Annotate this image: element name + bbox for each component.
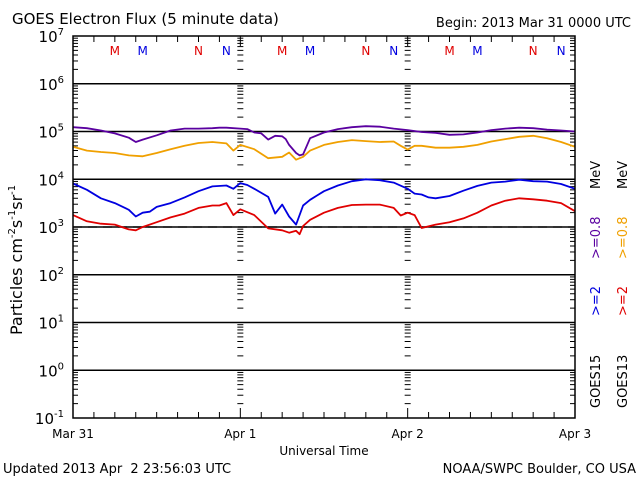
legend-channel-08mev: >=0.8 [589, 217, 604, 259]
local-time-marker: M [305, 44, 315, 58]
series-line [72, 134, 576, 161]
series-group [72, 125, 576, 236]
updated-timestamp: Updated 2013 Apr 2 23:56:03 UTC [3, 462, 231, 477]
local-time-marker: N [389, 44, 398, 58]
y-tick-label: 100 [39, 361, 64, 380]
y-tick-label: 102 [39, 266, 64, 285]
legend-unit: MeV [616, 161, 631, 189]
y-tick-labels: 107 106 105 104 103 102 101 100 10-1 [35, 27, 64, 428]
local-time-marker: N [361, 44, 370, 58]
local-time-marker: N [222, 44, 231, 58]
x-tick-label: Apr 1 [224, 427, 256, 441]
legend-channel-08mev: >=0.8 [616, 217, 631, 259]
local-time-marker: N [529, 44, 538, 58]
x-axis-label: Universal Time [279, 444, 368, 458]
chart-subtitle: Begin: 2013 Mar 31 0000 UTC [436, 16, 631, 31]
local-time-marker: M [444, 44, 454, 58]
legend-satellite: GOES15 [589, 355, 604, 408]
series-line [72, 178, 576, 226]
y-tick-label: 103 [39, 218, 64, 237]
y-tick-label: 107 [39, 27, 64, 46]
credit-text: NOAA/SWPC Boulder, CO USA [443, 462, 636, 477]
legend-unit: MeV [589, 161, 604, 189]
mn-markers: M M MM M MN N NN N N [110, 44, 566, 58]
x-tick-labels: Mar 31 Apr 1 Apr 2 Apr 3 [52, 427, 591, 441]
plot-frame [72, 35, 576, 419]
legend-satellite: GOES13 [616, 355, 631, 408]
y-tick-label: 106 [39, 75, 64, 94]
series-line [72, 197, 576, 236]
x-tick-label: Mar 31 [52, 427, 94, 441]
legend-channel-2mev: >=2 [616, 286, 631, 316]
axis-ticks [73, 36, 575, 418]
y-axis-label: Particles cm-2s-1sr-1 [7, 185, 26, 335]
legend: GOES15 >=2 >=0.8 MeV GOES13 >=2 >=0.8 MeV [589, 161, 631, 408]
x-tick-label: Apr 3 [559, 427, 591, 441]
x-tick-label: Apr 2 [392, 427, 424, 441]
y-tick-label: 10-1 [35, 409, 64, 428]
local-time-marker: M [277, 44, 287, 58]
legend-channel-2mev: >=2 [589, 286, 604, 316]
chart-title: GOES Electron Flux (5 minute data) [12, 10, 279, 28]
y-tick-label: 105 [39, 123, 64, 142]
local-time-marker: N [557, 44, 566, 58]
local-time-marker: M [110, 44, 120, 58]
local-time-marker: M [138, 44, 148, 58]
y-tick-label: 101 [39, 314, 64, 333]
y-tick-label: 104 [39, 170, 64, 189]
local-time-marker: N [194, 44, 203, 58]
series-line [72, 125, 576, 157]
local-time-marker: M [472, 44, 482, 58]
